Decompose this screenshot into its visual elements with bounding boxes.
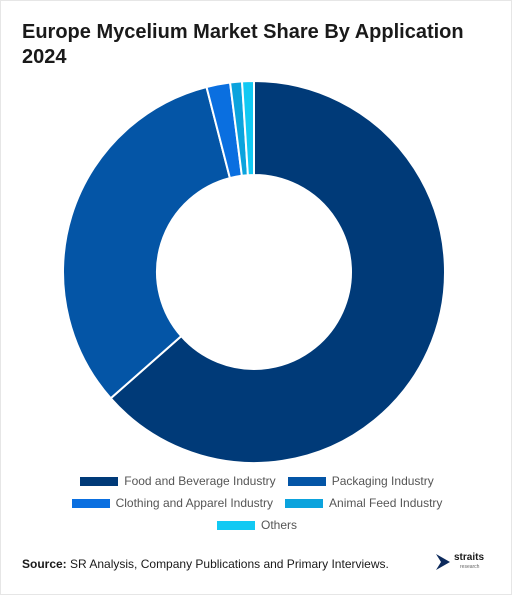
source-text: SR Analysis, Company Publications and Pr… [70,557,389,571]
straits-logo: straits research [434,550,494,576]
donut-chart [62,79,446,464]
legend-label: Animal Feed Industry [329,496,443,510]
legend-item-animal-feed[interactable]: Animal Feed Industry [285,496,442,510]
logo-name: straits [454,552,485,563]
legend-swatch [80,476,119,486]
legend-label: Clothing and Apparel Industry [115,496,274,510]
legend-item-food-beverage[interactable]: Food and Beverage Industry [80,474,276,488]
legend: Food and Beverage Industry Packaging Ind… [0,470,514,536]
slice-food-beverage[interactable] [109,79,446,464]
legend-swatch [287,476,326,486]
chart-title: Europe Mycelium Market Share By Applicat… [22,21,464,68]
legend-row: Clothing and Apparel Industry Animal Fee… [0,492,514,514]
legend-row: Food and Beverage Industry Packaging Ind… [0,470,514,492]
legend-item-others[interactable]: Others [216,518,297,532]
legend-item-packaging[interactable]: Packaging Industry [287,474,434,488]
logo-sub: research [460,564,480,570]
source-note: Source: SR Analysis, Company Publication… [22,557,389,571]
legend-label: Others [260,518,297,532]
legend-swatch [216,520,255,530]
source-label: Source: [22,557,67,571]
slice-others[interactable] [240,79,255,177]
slice-packaging[interactable] [62,85,232,400]
legend-label: Packaging Industry [331,474,434,488]
logo-mark-icon [436,554,450,570]
legend-swatch [71,498,110,508]
legend-row: Others [0,514,514,536]
legend-swatch [285,498,324,508]
legend-item-clothing-apparel[interactable]: Clothing and Apparel Industry [71,496,274,510]
legend-label: Food and Beverage Industry [124,474,276,488]
